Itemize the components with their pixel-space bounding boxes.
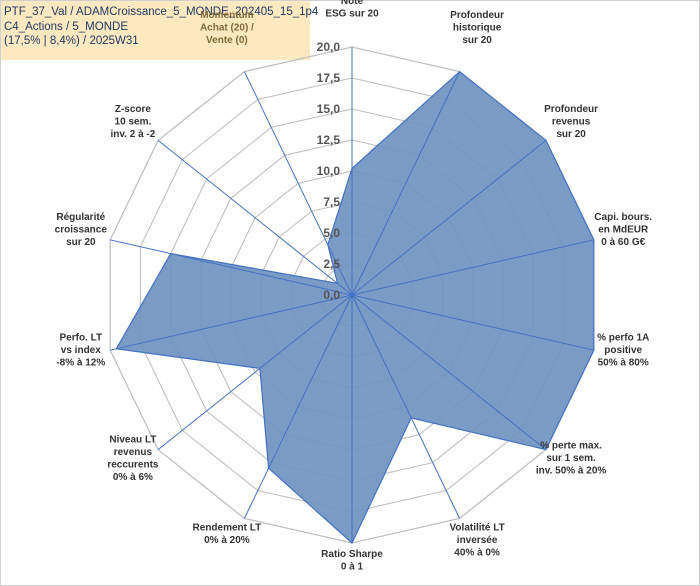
axis-label-3: Capi. bours. en MdEUR 0 à 60 G€	[594, 212, 652, 248]
title-line-3: (17,5% | 8,4%) / 2025W31	[4, 35, 139, 47]
axis-label-11-line-1: croissance	[55, 225, 108, 236]
axis-label-13: Momentum Achat (20) / Vente (0)	[200, 10, 254, 46]
axis-label-9-line-3: 0% à 6%	[113, 472, 153, 483]
axis-label-0-line-1: ESG sur 20	[325, 9, 379, 20]
tick-label-6: 15,0	[317, 102, 341, 116]
axis-label-5: % perte max. sur 1 sem. inv. 50% à 20%	[536, 441, 607, 477]
axis-label-5-line-2: inv. 50% à 20%	[536, 466, 607, 477]
axis-label-4-line-1: positive	[604, 345, 642, 356]
axis-label-11: Régularité croissance sur 20	[55, 212, 108, 248]
axis-label-2-line-1: revenus	[552, 116, 591, 127]
axis-label-9-line-2: reccurents	[107, 459, 159, 470]
axis-label-9-line-0: Niveau LT	[109, 434, 156, 445]
axis-label-12-line-1: 10 sem.	[115, 116, 152, 127]
spoke-13	[243, 71, 353, 296]
axis-label-1: Profondeur historique sur 20	[450, 10, 504, 46]
axis-label-4-line-0: % perfo 1A	[597, 332, 649, 343]
axis-label-6: Volatilité LT inversée 40% à 0%	[450, 522, 505, 558]
tick-label-2: 5,0	[323, 226, 340, 240]
axis-label-11-line-0: Régularité	[56, 212, 105, 223]
axis-label-1-line-2: sur 20	[462, 35, 492, 46]
axis-label-2-line-0: Profondeur	[544, 104, 598, 115]
tick-label-1: 2,5	[323, 257, 340, 271]
axis-label-12-line-0: Z-score	[115, 104, 152, 115]
axis-label-0: Note ESG sur 20	[325, 0, 379, 20]
spoke-1	[351, 71, 461, 296]
axis-label-7: Ratio Sharpe 0 à 1	[321, 549, 383, 573]
axis-label-5-line-1: sur 1 sem.	[546, 453, 596, 464]
radar-series	[115, 70, 595, 544]
title-line-1: PTF_37_Val / ADAMCroissance_5_MONDE_2024…	[4, 6, 319, 18]
axis-label-11-line-2: sur 20	[66, 237, 96, 248]
radar-axis-labels: Note ESG sur 20 Profondeur historique sur 20…	[55, 0, 653, 573]
title-line-2: C4_Actions / 5_MONDE	[4, 20, 128, 33]
axis-label-10-line-0: Perfo. LT	[60, 332, 103, 343]
axis-label-6-line-0: Volatilité LT	[450, 522, 505, 533]
axis-label-5-line-0: % perte max.	[540, 441, 602, 452]
tick-label-3: 7,5	[323, 195, 340, 209]
radar-spokes	[110, 47, 594, 543]
tick-label-0: 0,0	[323, 288, 340, 302]
axis-label-8-line-1: 0% à 20%	[204, 535, 250, 546]
spoke-8	[243, 294, 353, 519]
axis-label-4: % perfo 1A positive 50% à 80%	[597, 332, 649, 368]
series-area	[115, 70, 595, 544]
axis-label-8-line-0: Rendement LT	[193, 522, 262, 533]
axis-label-10-line-2: -8% à 12%	[56, 357, 105, 368]
axis-label-9-line-1: revenus	[114, 447, 153, 458]
axis-label-3-line-2: 0 à 60 G€	[601, 237, 645, 248]
tick-label-8: 20,0	[317, 40, 341, 54]
spoke-10	[110, 294, 353, 351]
axis-label-1-line-0: Profondeur	[450, 10, 504, 21]
axis-label-10: Perfo. LT vs index -8% à 12%	[56, 332, 105, 368]
tick-label-4: 10,0	[317, 164, 341, 178]
spoke-3	[351, 239, 594, 296]
axis-label-3-line-0: Capi. bours.	[594, 212, 652, 223]
axis-label-13-line-1: Achat (20) /	[200, 23, 254, 34]
tick-label-5: 12,5	[317, 133, 341, 147]
tick-label-7: 17,5	[317, 71, 341, 85]
axis-label-2: Profondeur revenus sur 20	[544, 104, 598, 140]
axis-label-12-line-2: inv. 2 à -2	[110, 129, 155, 140]
axis-label-7-line-1: 0 à 1	[341, 562, 364, 573]
axis-label-13-line-0: Momentum	[200, 10, 253, 21]
axis-label-10-line-1: vs index	[61, 345, 101, 356]
axis-label-12: Z-score 10 sem. inv. 2 à -2	[110, 104, 155, 140]
axis-label-13-line-2: Vente (0)	[206, 35, 248, 46]
axis-label-9: Niveau LT revenus reccurents 0% à 6%	[107, 434, 159, 483]
spoke-6	[351, 294, 461, 519]
axis-label-3-line-1: en MdEUR	[598, 225, 649, 236]
spoke-9	[157, 294, 353, 450]
spoke-4	[351, 294, 594, 351]
axis-label-4-line-2: 50% à 80%	[598, 357, 649, 368]
spoke-5	[351, 294, 547, 450]
axis-label-1-line-1: historique	[453, 23, 502, 34]
axis-label-8: Rendement LT 0% à 20%	[193, 522, 262, 546]
spoke-2	[351, 140, 547, 296]
axis-label-0-line-0: Note	[341, 0, 364, 7]
radar-tick-labels: 0,0 2,5 5,0 7,5 10,0 12,5 15,0 17,5 20,0	[317, 40, 341, 302]
axis-label-6-line-2: 40% à 0%	[454, 547, 500, 558]
axis-label-2-line-2: sur 20	[556, 129, 586, 140]
axis-label-7-line-0: Ratio Sharpe	[321, 549, 383, 560]
chart-title-box: PTF_37_Val / ADAMCroissance_5_MONDE_2024…	[1, 1, 319, 60]
spoke-12	[157, 140, 353, 296]
axis-label-6-line-1: inversée	[457, 535, 498, 546]
spoke-11	[110, 239, 353, 296]
